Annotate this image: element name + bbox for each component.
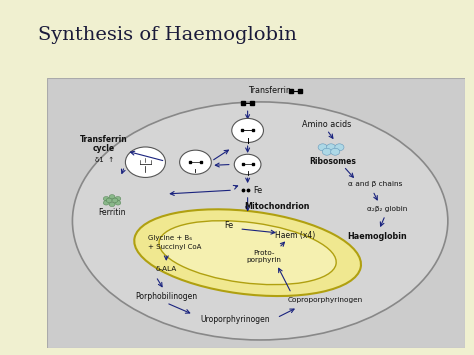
Text: Proto-: Proto- [254, 250, 275, 256]
Text: Fe: Fe [254, 186, 263, 195]
Circle shape [234, 154, 261, 175]
Text: Fe: Fe [224, 221, 233, 230]
Circle shape [180, 150, 211, 174]
Circle shape [109, 202, 115, 207]
Text: Glycine + B₆: Glycine + B₆ [147, 235, 191, 241]
Text: α and β chains: α and β chains [347, 181, 402, 187]
Circle shape [327, 144, 336, 151]
Text: Synthesis of Haemoglobin: Synthesis of Haemoglobin [38, 26, 297, 44]
Text: + Succinyl CoA: + Succinyl CoA [147, 244, 201, 250]
Text: Transferrin: Transferrin [80, 136, 128, 144]
Text: Uroporphyrinogen: Uroporphyrinogen [201, 316, 270, 324]
Text: porphyrin: porphyrin [247, 257, 282, 263]
Text: Haemoglobin: Haemoglobin [347, 232, 407, 241]
Text: Ferritin: Ferritin [98, 208, 126, 217]
Text: Mitochondrion: Mitochondrion [244, 202, 310, 211]
Circle shape [331, 148, 340, 155]
Circle shape [109, 195, 115, 199]
Text: δ-ALA: δ-ALA [155, 266, 177, 272]
Circle shape [335, 144, 344, 151]
Circle shape [103, 197, 109, 201]
Text: cycle: cycle [92, 144, 115, 153]
Circle shape [106, 198, 112, 202]
Text: Transferrin: Transferrin [247, 86, 291, 95]
Circle shape [232, 119, 264, 143]
Ellipse shape [134, 209, 361, 296]
Text: Porphobilinogen: Porphobilinogen [135, 292, 197, 301]
Text: Ribosomes: Ribosomes [310, 157, 356, 166]
Circle shape [318, 144, 327, 151]
Circle shape [112, 198, 118, 202]
Circle shape [115, 197, 121, 201]
Circle shape [126, 147, 165, 178]
Ellipse shape [159, 221, 336, 285]
Text: α₂β₂ globin: α₂β₂ globin [367, 206, 408, 212]
Text: δ1  ↑: δ1 ↑ [95, 157, 115, 163]
Circle shape [322, 148, 331, 155]
Text: Coproporphyrinogen: Coproporphyrinogen [287, 297, 363, 303]
Text: Haem (x4): Haem (x4) [275, 231, 316, 240]
Ellipse shape [73, 102, 448, 340]
Circle shape [115, 201, 121, 205]
Circle shape [103, 201, 109, 205]
Text: Amino acids: Amino acids [302, 120, 352, 129]
